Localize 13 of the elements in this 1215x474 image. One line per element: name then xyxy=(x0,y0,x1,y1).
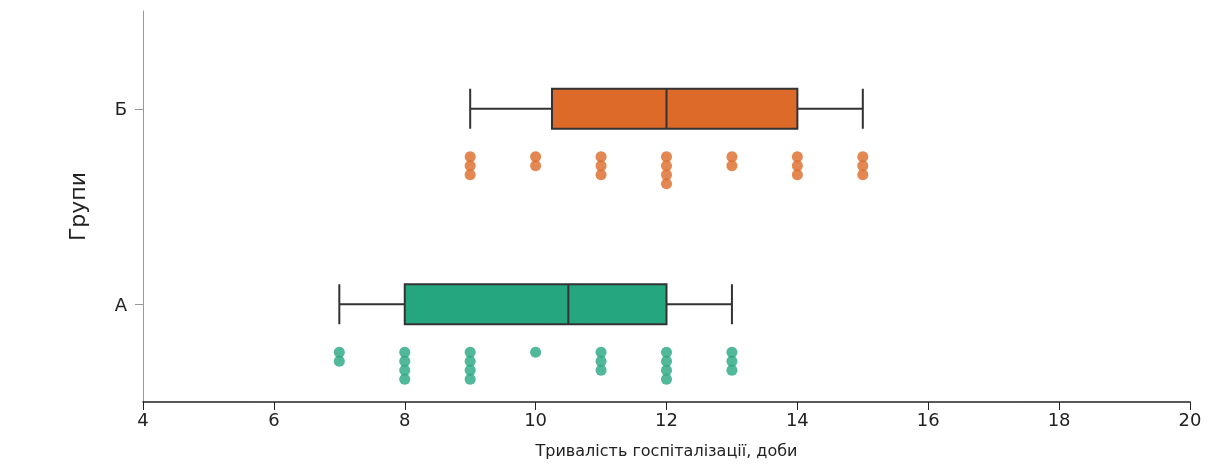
y-axis-title: Групи xyxy=(64,171,90,242)
x-tick-label: 16 xyxy=(916,408,940,430)
x-tick-label: 8 xyxy=(399,408,411,430)
x-tick-label: 4 xyxy=(137,408,149,430)
x-tick-label: 6 xyxy=(268,408,280,430)
x-tick-label: 18 xyxy=(1047,408,1071,430)
x-tick-label: 20 xyxy=(1178,408,1202,430)
y-tick-label: А xyxy=(114,293,128,315)
x-axis-title: Тривалість госпіталізації, доби xyxy=(534,440,798,460)
x-tick-label: 14 xyxy=(785,408,809,430)
x-tick-label: 12 xyxy=(655,408,678,430)
x-tick-label: 10 xyxy=(524,408,548,430)
y-tick-label: Б xyxy=(114,98,127,120)
